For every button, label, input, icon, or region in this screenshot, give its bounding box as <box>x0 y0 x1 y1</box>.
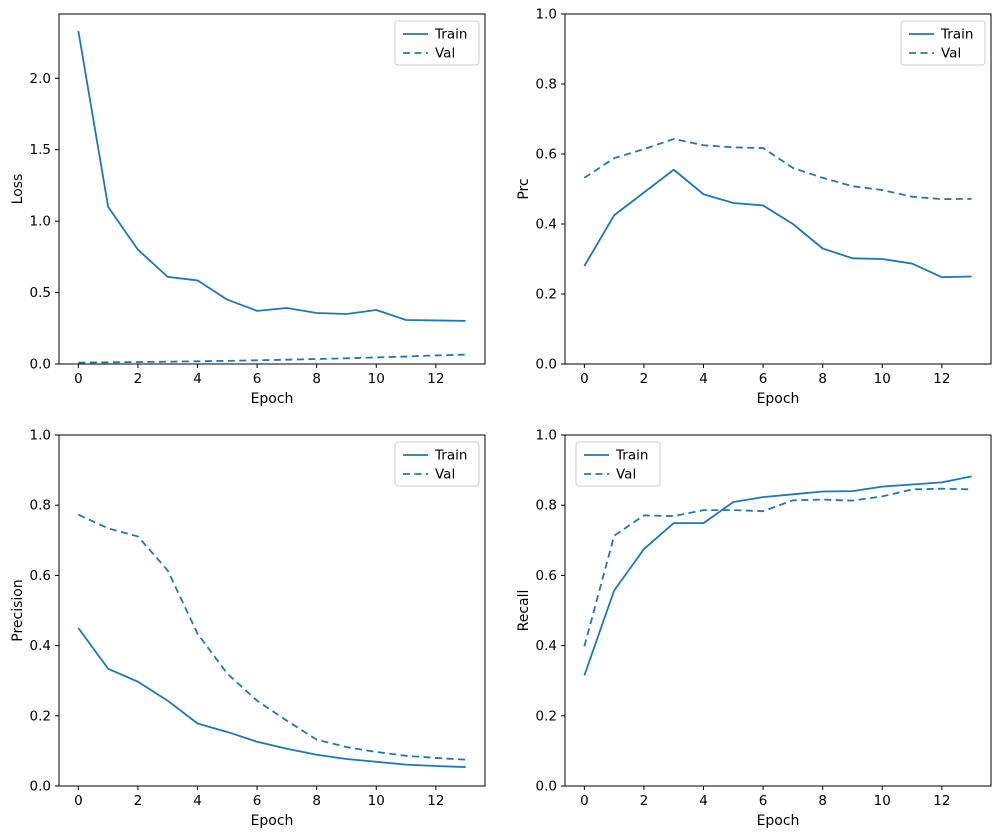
x-tick-label: 0 <box>74 371 83 387</box>
x-tick-label: 10 <box>368 793 385 809</box>
plot-area <box>58 434 486 787</box>
x-tick-label: 4 <box>193 793 202 809</box>
x-tick-label: 10 <box>874 371 891 387</box>
legend-train-label: Train <box>434 27 467 43</box>
y-tick-label: 1.5 <box>30 142 51 158</box>
x-tick-label: 4 <box>699 793 708 809</box>
plot-area <box>564 13 992 365</box>
x-tick-label: 0 <box>580 793 589 809</box>
y-tick-label: 0.6 <box>536 568 557 584</box>
y-tick-label: 0.4 <box>30 638 51 654</box>
y-tick-label: 0.2 <box>536 708 557 724</box>
x-tick-label: 6 <box>759 793 768 809</box>
y-axis-label: Prc <box>516 178 532 199</box>
x-tick-label: 10 <box>874 793 891 809</box>
x-tick-label: 4 <box>193 371 202 387</box>
legend-box <box>900 20 986 66</box>
y-tick-label: 1.0 <box>30 428 51 444</box>
y-tick-label: 0.4 <box>536 638 557 654</box>
x-tick-label: 8 <box>312 793 321 809</box>
y-tick-label: 1.0 <box>536 428 557 444</box>
precision-chart: 0 2 4 6 8 10 12 0.0 0.2 0.4 0.6 0.8 1.0 Epoch Precisio… <box>10 428 486 829</box>
x-axis-label: Epoch <box>251 813 294 829</box>
y-tick-label: 0.6 <box>536 147 557 163</box>
y-tick-label: 0.8 <box>536 77 557 93</box>
x-axis-label: Epoch <box>757 391 800 407</box>
loss-chart: 0 2 4 6 8 10 12 0.0 0.5 1.0 1.5 2.0 Epoch Loss Train Va… <box>10 13 486 407</box>
x-tick-label: 12 <box>427 793 444 809</box>
legend: Train Val <box>394 20 480 66</box>
x-tick-label: 6 <box>759 371 768 387</box>
y-tick-label: 0.2 <box>30 708 51 724</box>
y-tick-label: 2.0 <box>30 71 51 87</box>
legend-val-label: Val <box>435 46 455 62</box>
x-tick-label: 10 <box>368 371 385 387</box>
legend-val-label: Val <box>616 467 636 483</box>
y-tick-label: 0.8 <box>536 498 557 514</box>
legend-box <box>394 20 480 66</box>
legend-train-label: Train <box>434 448 467 464</box>
x-tick-label: 6 <box>253 371 262 387</box>
x-tick-label: 4 <box>699 371 708 387</box>
y-tick-label: 0.5 <box>30 285 51 301</box>
recall-chart: 0 2 4 6 8 10 12 0.0 0.2 0.4 0.6 0.8 1.0 Epoch Recall Tr… <box>516 428 992 829</box>
y-tick-label: 1.0 <box>30 214 51 230</box>
legend-val-label: Val <box>435 467 455 483</box>
legend: Train Val <box>394 441 480 487</box>
x-tick-label: 0 <box>74 793 83 809</box>
x-tick-label: 12 <box>933 371 950 387</box>
x-tick-label: 12 <box>933 793 950 809</box>
x-tick-label: 8 <box>312 371 321 387</box>
val-line <box>78 353 466 364</box>
legend-box <box>575 441 661 487</box>
y-tick-label: 0.6 <box>30 568 51 584</box>
train-line <box>77 627 466 768</box>
train-line <box>77 30 466 322</box>
x-axis-label: Epoch <box>251 391 294 407</box>
train-line <box>583 168 972 279</box>
x-tick-label: 8 <box>818 371 827 387</box>
x-tick-label: 2 <box>134 371 143 387</box>
y-tick-label: 0.0 <box>536 779 557 795</box>
x-tick-label: 2 <box>134 793 143 809</box>
y-tick-label: 0.8 <box>30 498 51 514</box>
plot-area <box>58 13 486 365</box>
prc-chart: 0 2 4 6 8 10 12 0.0 0.2 0.4 0.6 0.8 1.0 Epoch Prc Train… <box>516 7 992 407</box>
legend-train-label: Train <box>940 27 973 43</box>
y-tick-label: 0.0 <box>536 357 557 373</box>
x-tick-label: 2 <box>640 793 649 809</box>
val-line <box>77 513 466 761</box>
y-axis-label: Precision <box>10 579 26 641</box>
legend: Train Val <box>900 20 986 66</box>
val-line <box>583 138 972 201</box>
y-tick-label: 0.4 <box>536 217 557 233</box>
y-axis-label: Recall <box>516 590 532 632</box>
x-tick-label: 2 <box>640 371 649 387</box>
y-tick-label: 0.0 <box>30 357 51 373</box>
x-axis-label: Epoch <box>757 813 800 829</box>
x-tick-label: 0 <box>580 371 589 387</box>
train-line <box>583 475 972 676</box>
y-tick-label: 0.0 <box>30 779 51 795</box>
val-line <box>583 487 972 647</box>
legend-val-label: Val <box>941 46 961 62</box>
legend-train-label: Train <box>615 448 648 464</box>
x-tick-label: 12 <box>427 371 444 387</box>
legend: Train Val <box>575 441 661 487</box>
x-tick-label: 8 <box>818 793 827 809</box>
y-axis-label: Loss <box>10 174 26 205</box>
y-tick-label: 0.2 <box>536 287 557 303</box>
y-tick-label: 1.0 <box>536 7 557 23</box>
plot-area <box>564 434 992 787</box>
legend-box <box>394 441 480 487</box>
x-tick-label: 6 <box>253 793 262 809</box>
